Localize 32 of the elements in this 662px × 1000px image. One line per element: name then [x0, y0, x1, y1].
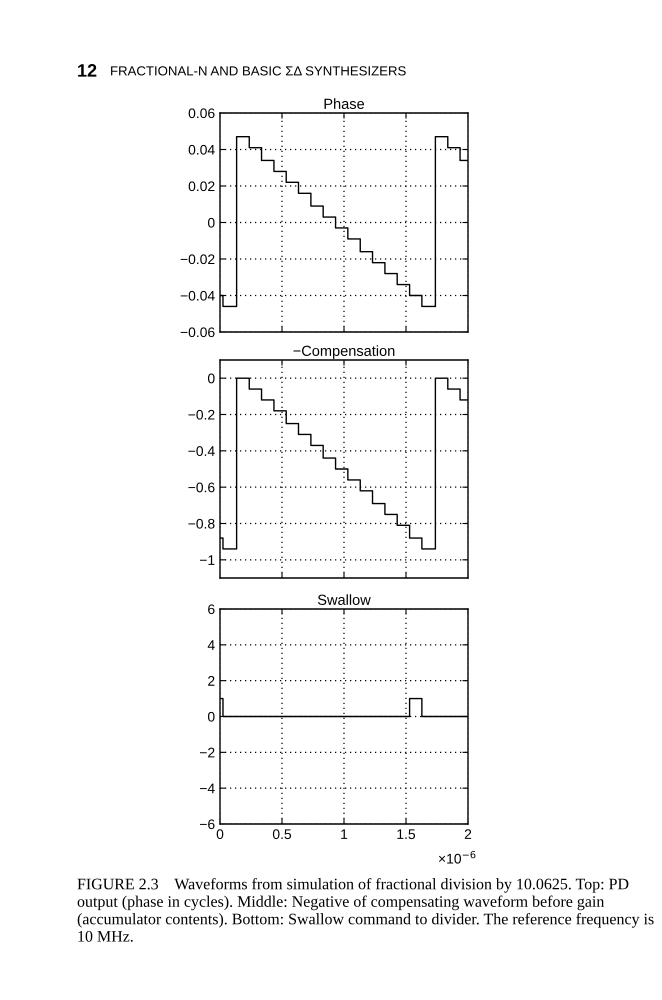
y-tick-label: 0 — [208, 218, 215, 228]
y-tick-label: −0.4 — [188, 446, 215, 456]
caption: FIGURE 2.3 Waveforms from simulation of fractional division by 10.0625. Top: PD output (phase in cycles). Middle: Negative of compensating waveform before gain (accumulator contents). Bottom: Swallow command to divider. The reference frequency is 10 MHz. — [77, 878, 654, 942]
chart-title: −Compensation — [293, 345, 394, 359]
y-tick-label: 0 — [208, 374, 215, 384]
y-tick-label: −0.06 — [180, 327, 215, 338]
y-tick-label: −0.6 — [188, 482, 215, 492]
y-tick-label: −1 — [200, 555, 214, 565]
chart-title: Swallow — [318, 594, 371, 605]
y-tick-label: −2 — [200, 748, 214, 758]
y-tick-label: −0.04 — [180, 290, 215, 301]
y-tick-label: 0.06 — [188, 108, 215, 118]
y-tick-label: 2 — [208, 676, 214, 686]
y-tick-label: 0.02 — [188, 181, 214, 192]
y-tick-label: 0.04 — [188, 144, 215, 155]
y-tick-label: 0 — [208, 712, 215, 722]
x-tick-label: 1 — [341, 829, 348, 839]
x-tick-label: 0.5 — [272, 829, 292, 840]
text: FRACTIONAL-N AND BASIC ΣΔ SYNTHESIZERS — [111, 66, 406, 76]
y-tick-label: −4 — [200, 784, 215, 794]
chart-title: Phase — [324, 98, 364, 109]
y-tick-label: −0.2 — [188, 410, 214, 420]
y-tick-label: −6 — [200, 819, 215, 830]
y-tick-label: −0.8 — [188, 518, 215, 529]
x-tick-label: 2 — [464, 829, 472, 839]
x-tick-label: 1.5 — [397, 829, 416, 840]
text: ×10$^{−6}$ — [438, 850, 476, 864]
text: 12 — [78, 64, 96, 77]
x-tick-label: 0 — [216, 829, 224, 840]
y-tick-label: 4 — [208, 640, 215, 650]
y-tick-label: 6 — [208, 604, 215, 614]
y-tick-label: −0.02 — [180, 254, 214, 264]
